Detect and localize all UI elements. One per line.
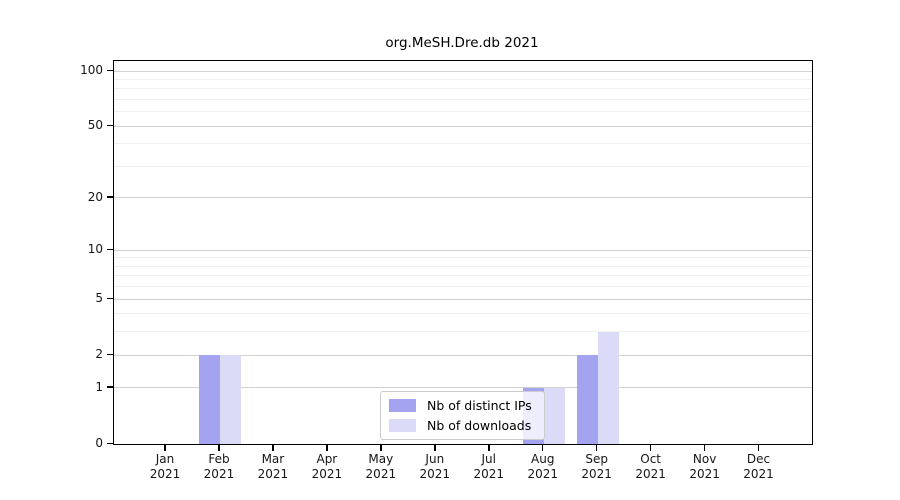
x-axis-tick-label: May 2021: [365, 452, 397, 481]
x-axis-tick-label: Dec 2021: [743, 452, 774, 481]
x-axis-tick: [488, 444, 490, 451]
x-axis-tick-label: Sep 2021: [581, 452, 612, 481]
x-axis-tick: [703, 444, 706, 451]
x-axis-tick: [272, 444, 274, 451]
y-axis-tick: [107, 442, 113, 444]
x-axis-tick-label: Oct 2021: [635, 452, 666, 481]
bar-distinct-ips: [576, 355, 598, 444]
x-axis-tick: [380, 444, 382, 451]
gridline-major: [114, 387, 812, 389]
y-axis-tick-label: 10: [87, 242, 103, 257]
y-axis-tick-label: 2: [95, 347, 103, 362]
gridline-minor: [114, 286, 812, 288]
x-axis-tick: [595, 444, 598, 451]
chart-title: org.MeSH.Dre.db 2021: [385, 35, 539, 51]
gridline-minor: [114, 78, 812, 80]
gridline-minor: [114, 275, 812, 277]
y-axis-tick-label: 20: [87, 189, 103, 204]
y-axis-tick: [107, 297, 113, 300]
x-axis-tick-label: Feb 2021: [203, 452, 235, 481]
gridline-minor: [114, 331, 812, 333]
x-axis-tick-label: Jan 2021: [149, 452, 181, 481]
legend-item-distinct-ips: Nb of distinct IPs: [389, 398, 536, 413]
x-axis-tick: [541, 444, 544, 451]
y-axis-tick: [107, 353, 113, 356]
bar-downloads: [219, 355, 241, 444]
legend-label-distinct-ips: Nb of distinct IPs: [427, 398, 532, 413]
legend-label-downloads: Nb of downloads: [427, 418, 532, 433]
x-axis-tick: [164, 444, 166, 451]
y-axis-tick: [107, 124, 113, 127]
bar-downloads: [543, 387, 565, 444]
x-axis-tick: [434, 444, 436, 451]
y-axis-tick: [107, 69, 113, 71]
bar-distinct-ips: [198, 355, 220, 444]
legend-item-downloads: Nb of downloads: [389, 418, 536, 433]
gridline-minor: [114, 98, 812, 100]
y-axis-tick-label: 5: [95, 291, 103, 306]
x-axis-tick: [326, 444, 328, 451]
gridline-major: [114, 298, 812, 300]
x-axis-tick: [757, 444, 760, 451]
y-axis-tick-label: 0: [95, 436, 103, 450]
gridline-major: [114, 249, 812, 251]
gridline-major: [114, 354, 812, 356]
legend: Nb of distinct IPs Nb of downloads: [380, 391, 545, 440]
legend-swatch-distinct-ips: [389, 399, 416, 412]
legend-swatch-downloads: [389, 419, 416, 432]
gridline-major: [114, 70, 812, 72]
x-axis-tick-label: Jun 2021: [419, 452, 451, 481]
y-axis-tick-label: 1: [95, 379, 103, 394]
x-axis-tick-label: Nov 2021: [689, 452, 720, 481]
x-axis-tick-label: Mar 2021: [257, 452, 289, 481]
gridline-minor: [114, 165, 812, 167]
plot-area: Nb of distinct IPs Nb of downloads: [113, 60, 813, 445]
gridline-minor: [114, 313, 812, 315]
y-axis-tick: [107, 196, 113, 198]
y-axis-tick-label: 100: [80, 63, 103, 77]
bar-downloads: [597, 331, 619, 444]
gridline-major: [114, 197, 812, 199]
y-axis-tick: [107, 248, 113, 251]
gridline-minor: [114, 257, 812, 259]
gridline-minor: [114, 88, 812, 90]
x-axis-tick: [218, 444, 220, 451]
x-axis-tick: [649, 444, 652, 451]
y-axis-tick-label: 50: [87, 118, 103, 133]
gridline-minor: [114, 111, 812, 113]
x-axis-tick-label: Jul 2021: [473, 452, 505, 481]
gridline-minor: [114, 265, 812, 267]
gridline-major: [114, 125, 812, 127]
gridline-minor: [114, 143, 812, 145]
x-axis-tick-label: Apr 2021: [311, 452, 343, 481]
x-axis-tick-label: Aug 2021: [527, 452, 558, 481]
y-axis-tick: [107, 386, 113, 388]
